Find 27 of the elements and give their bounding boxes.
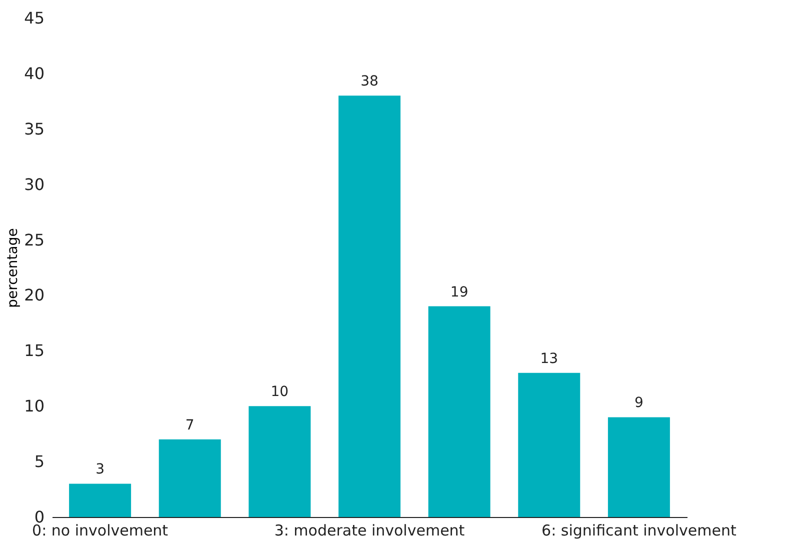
y-tick-label: 10 <box>24 396 44 416</box>
x-tick-label: 6: significant involvement <box>542 522 736 540</box>
data-label: 9 <box>634 395 644 412</box>
y-axis-title: percentage <box>5 228 22 308</box>
data-label: 7 <box>185 417 194 434</box>
x-tick-label: 3: moderate involvement <box>274 522 465 540</box>
data-label: 10 <box>270 384 289 400</box>
bar <box>158 439 221 517</box>
y-tick-label: 25 <box>24 230 44 250</box>
data-label: 3 <box>96 462 105 478</box>
data-label: 38 <box>360 74 378 90</box>
y-tick-label: 20 <box>24 286 44 305</box>
y-tick-label: 15 <box>24 341 44 360</box>
bar <box>428 306 490 517</box>
data-label: 13 <box>540 350 558 367</box>
y-tick-label: 40 <box>24 64 44 83</box>
bar <box>248 406 311 517</box>
x-tick-label: 0: no involvement <box>32 522 168 540</box>
y-tick-label: 5 <box>34 452 44 472</box>
data-label: 19 <box>450 284 468 300</box>
y-tick-label: 30 <box>24 174 44 194</box>
bar <box>69 484 132 517</box>
bar <box>338 96 400 517</box>
bar <box>518 372 580 517</box>
bar <box>608 417 670 517</box>
y-tick-label: 45 <box>24 8 44 28</box>
y-tick-label: 35 <box>24 119 44 138</box>
